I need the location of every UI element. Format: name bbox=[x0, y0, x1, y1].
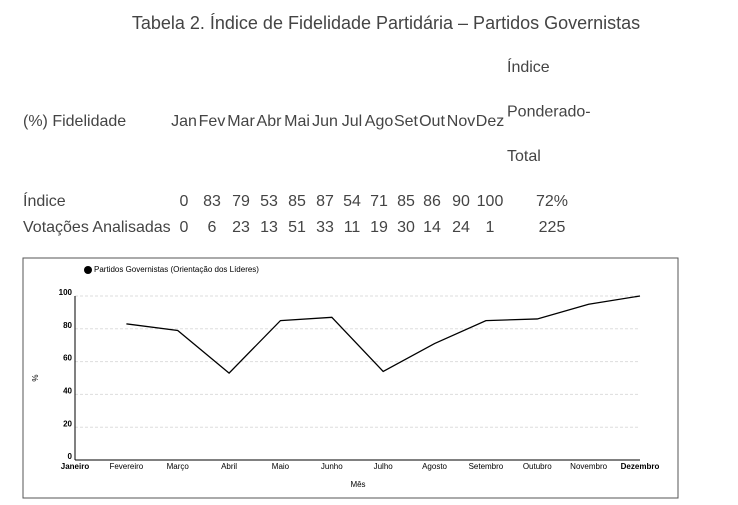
total-cell: 72% bbox=[536, 193, 568, 210]
cell: 87 bbox=[316, 193, 334, 210]
month-header: Mai bbox=[284, 113, 310, 130]
month-header: Fev bbox=[199, 113, 226, 130]
cell: 100 bbox=[477, 193, 504, 210]
x-tick-label: Fevereiro bbox=[109, 462, 143, 471]
month-header: Out bbox=[419, 113, 445, 130]
cell: 30 bbox=[397, 219, 415, 236]
total-header: Ponderado- bbox=[507, 104, 591, 121]
month-header: Ago bbox=[365, 113, 394, 130]
x-tick-label: Setembro bbox=[469, 462, 504, 471]
cell: 51 bbox=[288, 219, 306, 236]
cell: 54 bbox=[343, 193, 361, 210]
x-tick-label: Dezembro bbox=[621, 462, 660, 471]
y-tick-label: 100 bbox=[59, 288, 73, 297]
cell: 0 bbox=[180, 219, 189, 236]
month-header: Jan bbox=[171, 113, 197, 130]
cell: 90 bbox=[452, 193, 470, 210]
cell: 24 bbox=[452, 219, 470, 236]
cell: 85 bbox=[397, 193, 415, 210]
y-tick-label: 40 bbox=[63, 387, 72, 396]
y-tick-label: 80 bbox=[63, 321, 72, 330]
month-header: Abr bbox=[257, 113, 283, 130]
cell: 19 bbox=[370, 219, 388, 236]
x-tick-label: Julho bbox=[374, 462, 394, 471]
x-tick-label: Agosto bbox=[422, 462, 447, 471]
x-tick-label: Março bbox=[167, 462, 190, 471]
x-tick-label: Maio bbox=[272, 462, 290, 471]
y-tick-label: 20 bbox=[63, 419, 72, 428]
header-label: (%) Fidelidade bbox=[23, 113, 126, 130]
x-axis-label: Mês bbox=[350, 480, 365, 489]
title: Tabela 2. Índice de Fidelidade Partidári… bbox=[132, 13, 640, 33]
month-header: Set bbox=[394, 113, 419, 130]
total-header: Índice bbox=[507, 57, 550, 76]
total-cell: 225 bbox=[539, 219, 566, 236]
y-tick-label: 60 bbox=[63, 354, 72, 363]
cell: 83 bbox=[203, 193, 221, 210]
month-header: Nov bbox=[447, 113, 475, 130]
cell: 71 bbox=[370, 193, 388, 210]
cell: 1 bbox=[486, 219, 495, 236]
cell: 0 bbox=[180, 193, 189, 210]
month-header: Dez bbox=[476, 113, 504, 130]
x-tick-label: Junho bbox=[321, 462, 343, 471]
legend-label: Partidos Governistas (Orientação dos Líd… bbox=[94, 265, 259, 274]
cell: 14 bbox=[423, 219, 441, 236]
row-label: Votações Analisadas bbox=[23, 219, 171, 236]
cell: 11 bbox=[344, 219, 361, 236]
y-axis-label: % bbox=[31, 374, 40, 381]
month-header: Jun bbox=[312, 113, 338, 130]
total-header: Total bbox=[507, 148, 541, 165]
row-label: Índice bbox=[23, 191, 66, 210]
cell: 53 bbox=[260, 193, 278, 210]
legend-dot bbox=[84, 266, 92, 274]
chart-frame bbox=[22, 257, 679, 499]
cell: 6 bbox=[208, 219, 217, 236]
month-header: Jul bbox=[342, 113, 362, 130]
x-tick-label: Outubro bbox=[523, 462, 552, 471]
cell: 23 bbox=[232, 219, 250, 236]
cell: 13 bbox=[260, 219, 278, 236]
cell: 85 bbox=[288, 193, 306, 210]
y-tick-label: 0 bbox=[68, 452, 73, 461]
x-tick-label: Janeiro bbox=[61, 462, 90, 471]
month-header: Mar bbox=[227, 113, 255, 130]
x-tick-label: Abril bbox=[221, 462, 237, 471]
series-line bbox=[126, 295, 641, 374]
cell: 86 bbox=[423, 193, 441, 210]
cell: 79 bbox=[232, 193, 250, 210]
cell: 33 bbox=[316, 219, 334, 236]
x-tick-label: Novembro bbox=[570, 462, 607, 471]
